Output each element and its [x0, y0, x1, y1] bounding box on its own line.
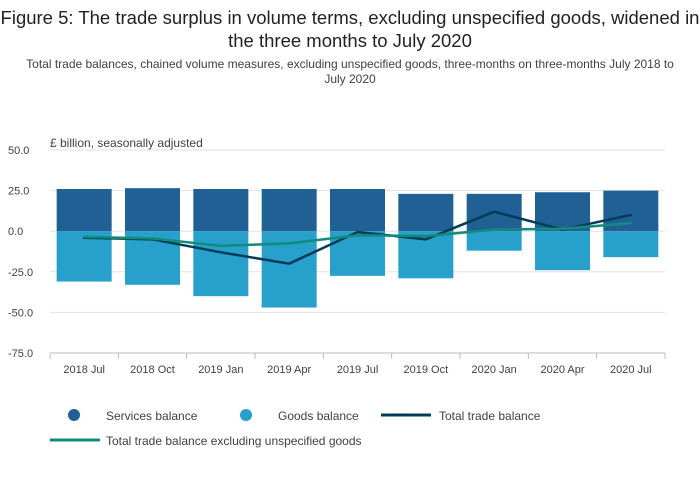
- x-tick-label: 2020 Apr: [540, 364, 584, 376]
- legend-label: Total trade balance excluding unspecifie…: [106, 434, 362, 448]
- x-tick-label: 2019 Oct: [404, 364, 449, 376]
- bar: [125, 188, 180, 232]
- legend-label: Total trade balance: [439, 409, 541, 423]
- axes: 50.0 25.0 0.0 -25.0 -50.0 -75.0 2018 Jul 2018 O…: [8, 145, 666, 376]
- x-tick-label: 2018 Oct: [130, 364, 175, 376]
- x-tick-label: 2018 Jul: [63, 364, 105, 376]
- series-line: [82, 221, 633, 248]
- y-tick-label: 50.0: [8, 145, 29, 157]
- y-tick-label: 25.0: [8, 186, 29, 198]
- x-tick-label: 2020 Jul: [610, 364, 652, 376]
- bar: [330, 188, 385, 232]
- bar: [261, 188, 317, 232]
- bar: [193, 188, 249, 232]
- bar: [193, 231, 249, 297]
- bar: [466, 231, 522, 251]
- bar: [56, 231, 112, 282]
- bar: [535, 231, 590, 271]
- x-tick-label: 2020 Jan: [472, 364, 517, 376]
- legend-label: Services balance: [106, 409, 198, 423]
- y-tick-label: -50.0: [8, 307, 33, 319]
- y-tick-label: -75.0: [8, 348, 33, 360]
- x-tick-label: 2019 Apr: [267, 364, 311, 376]
- x-tick-label: 2019 Jan: [198, 364, 243, 376]
- y-tick-label: -25.0: [8, 267, 33, 279]
- legend-swatch: [68, 409, 80, 421]
- lines: [82, 210, 633, 265]
- chart-title: Figure 5: The trade surplus in volume te…: [0, 7, 700, 51]
- bars: [56, 188, 659, 308]
- legend-swatch: [240, 409, 252, 421]
- bar: [56, 188, 112, 232]
- chart-subtitle: Total trade balances, chained volume mea…: [26, 57, 674, 86]
- series-line: [82, 210, 633, 265]
- x-tick-label: 2019 Jul: [337, 364, 379, 376]
- legend-label: Goods balance: [278, 409, 359, 423]
- y-tick-label: 0.0: [8, 226, 23, 238]
- bar: [603, 231, 659, 258]
- y-axis-unit-label: £ billion, seasonally adjusted: [50, 136, 203, 150]
- legend: Services balance Goods balance Total trade…: [50, 409, 541, 448]
- bar: [398, 193, 454, 232]
